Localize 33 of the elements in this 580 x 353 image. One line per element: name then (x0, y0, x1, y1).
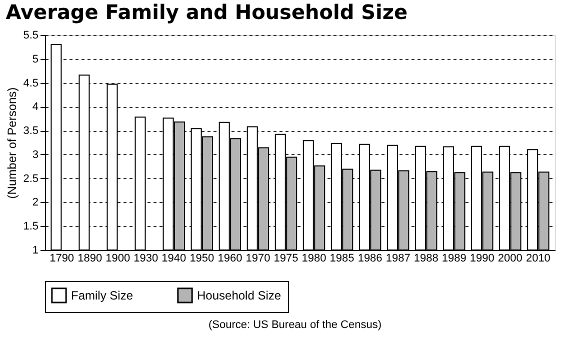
x-tick-label: 1950 (190, 252, 214, 264)
x-tick-label: 2010 (526, 252, 550, 264)
y-tick-label: 1 (32, 244, 38, 256)
x-tick-label: 1975 (274, 252, 298, 264)
x-tick-label: 1980 (302, 252, 326, 264)
y-tick-label: 3 (32, 148, 38, 161)
y-tick-label: 2 (32, 196, 38, 209)
x-tick-label: 1989 (442, 252, 466, 264)
y-tick-label: 3.5 (23, 125, 38, 138)
x-tick-label: 2000 (498, 252, 522, 264)
legend-label: Household Size (197, 288, 282, 302)
y-tick-label: 1.5 (23, 220, 38, 233)
x-tick-label: 1988 (414, 252, 438, 264)
text: (Source: US Bureau of the Census) (208, 319, 382, 331)
x-tick-label: 1970 (246, 252, 270, 264)
y-tick-label: 2.5 (23, 172, 38, 185)
x-tick-label: 1990 (470, 252, 494, 264)
x-tick-label: 1986 (358, 252, 382, 264)
x-tick-label: 1930 (134, 252, 158, 264)
legend-label: Family Size (71, 288, 134, 302)
x-tick-label: 1960 (218, 252, 242, 264)
x-tick-label: 1790 (50, 252, 74, 264)
x-tick-label: 1985 (330, 252, 354, 264)
x-tick-label: 1890 (78, 252, 102, 264)
chart-title: Average Family and Household Size (6, 0, 408, 24)
y-tick-label: 4.5 (23, 77, 38, 90)
x-tick-label: 1987 (386, 252, 410, 264)
y-axis-title: (Number of Persons) (5, 87, 20, 199)
x-tick-label: 1900 (106, 252, 130, 264)
y-tick-label: 4 (32, 101, 38, 114)
y-tick-label: 5 (32, 53, 38, 66)
x-tick-label: 1940 (162, 252, 186, 264)
y-tick-label: 5.5 (23, 30, 38, 42)
